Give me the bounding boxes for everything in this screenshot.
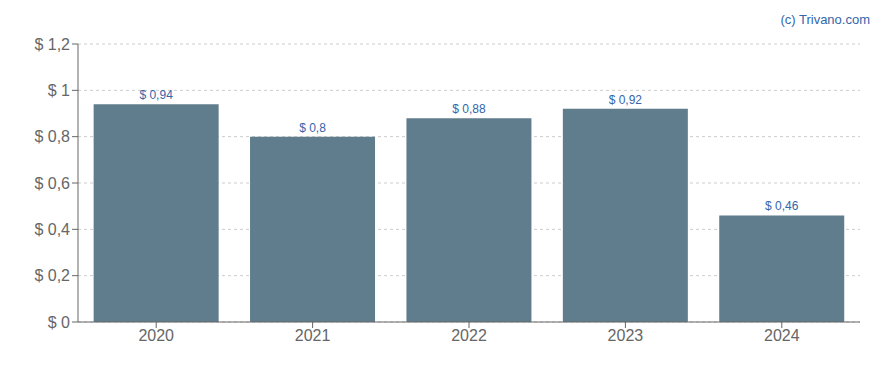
svg-text:$ 0: $ 0: [48, 314, 70, 331]
svg-text:2023: 2023: [608, 327, 644, 344]
svg-text:$ 0,88: $ 0,88: [452, 102, 486, 116]
svg-text:2021: 2021: [295, 327, 331, 344]
svg-text:2024: 2024: [764, 327, 800, 344]
html-text:(c) Trivano.com: (c) Trivano.com: [780, 12, 870, 27]
svg-text:$ 0,92: $ 0,92: [609, 93, 643, 107]
svg-text:2020: 2020: [138, 327, 174, 344]
svg-text:$ 1: $ 1: [48, 82, 70, 99]
svg-text:$ 0,2: $ 0,2: [34, 267, 70, 284]
svg-text:$ 0,94: $ 0,94: [139, 88, 173, 102]
svg-text:$ 0,46: $ 0,46: [765, 199, 799, 213]
svg-text:$ 0,8: $ 0,8: [34, 128, 70, 145]
svg-text:$ 1,2: $ 1,2: [34, 36, 70, 53]
svg-text:$ 0,4: $ 0,4: [34, 221, 70, 238]
svg-text:$ 0,6: $ 0,6: [34, 175, 70, 192]
svg-text:$ 0,8: $ 0,8: [299, 121, 326, 135]
svg-text:2022: 2022: [451, 327, 487, 344]
